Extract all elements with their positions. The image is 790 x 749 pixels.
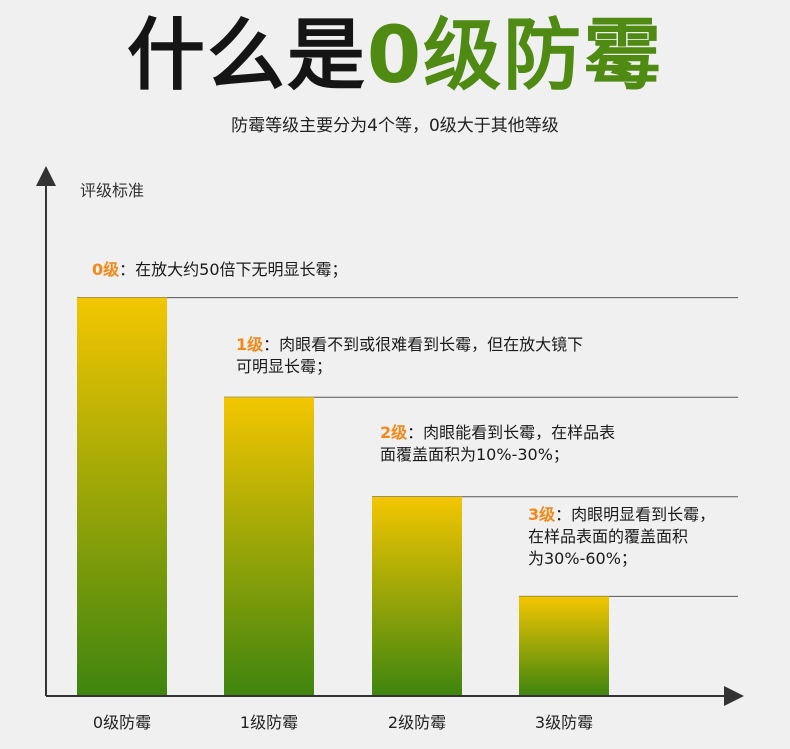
annotation-level-1-text: ：肉眼看不到或很难看到长霉，但在放大镜下 — [263, 335, 584, 354]
annotation-level-2: 2级：肉眼能看到长霉，在样品表 面覆盖面积为10%-30%； — [380, 422, 615, 466]
annotation-level-3-text-line3: 为30%-60%； — [528, 549, 637, 568]
annotation-level-0: 0级：在放大约50倍下无明显长霉； — [92, 259, 348, 281]
bars — [77, 297, 609, 696]
bar-1 — [224, 397, 314, 696]
annotation-level-0-tag: 0级 — [92, 260, 120, 279]
annotation-level-1-text-line2: 可明显长霉； — [236, 357, 333, 376]
x-tick-label-2: 2级防霉 — [387, 713, 447, 732]
x-tick-label-0: 0级防霉 — [92, 713, 152, 732]
annotation-level-2-tag: 2级 — [380, 423, 408, 442]
annotation-level-3-text-line2: 在样品表面的覆盖面积 — [528, 527, 689, 546]
annotation-level-0-text: ：在放大约50倍下无明显长霉； — [119, 260, 348, 279]
bar-0 — [77, 297, 167, 696]
x-tick-label-3: 3级防霉 — [534, 713, 594, 732]
annotation-level-1: 1级：肉眼看不到或很难看到长霉，但在放大镜下 可明显长霉； — [236, 334, 583, 378]
annotation-level-2-text: ：肉眼能看到长霉，在样品表 — [407, 423, 616, 442]
bar-3 — [519, 596, 609, 696]
annotation-level-3-tag: 3级 — [528, 505, 556, 524]
annotation-level-2-text-line2: 面覆盖面积为10%-30%； — [380, 445, 569, 464]
page-title-part1: 什么是 — [126, 11, 367, 101]
page-subtitle: 防霉等级主要分为4个等，0级大于其他等级 — [231, 116, 559, 136]
page-title: 什么是0级防霉 — [0, 6, 790, 106]
y-axis-label: 评级标准 — [80, 181, 145, 200]
annotation-level-3-text: ：肉眼明显看到长霉， — [555, 505, 716, 524]
page-title-part2: 0级防霉 — [366, 11, 664, 101]
bar-2 — [372, 496, 462, 696]
annotation-level-3: 3级：肉眼明显看到长霉， 在样品表面的覆盖面积 为30%-60%； — [528, 504, 715, 570]
annotation-level-1-tag: 1级 — [236, 335, 264, 354]
x-tick-label-1: 1级防霉 — [239, 713, 299, 732]
